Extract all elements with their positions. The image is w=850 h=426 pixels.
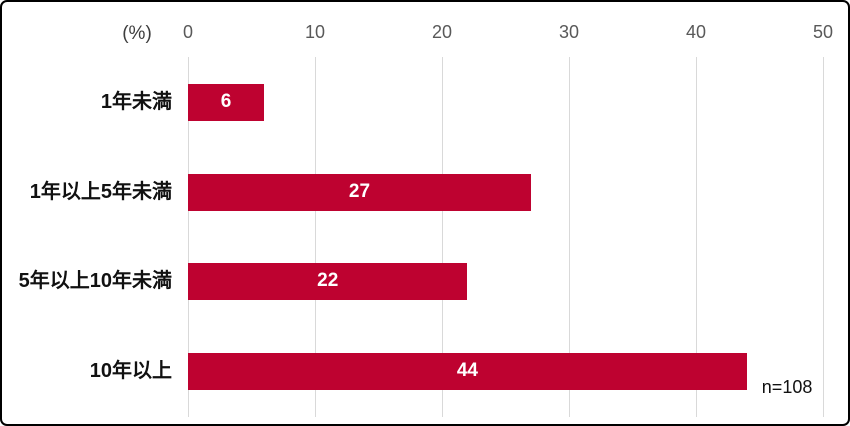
bar-value-label: 44 bbox=[456, 360, 478, 381]
bar: 27 bbox=[188, 173, 531, 211]
bar: 6 bbox=[188, 83, 265, 121]
gridline bbox=[441, 57, 443, 417]
category-label: 5年以上10年未満 bbox=[18, 270, 172, 292]
sample-size-annotation: n=108 bbox=[761, 377, 813, 397]
gridline bbox=[187, 57, 189, 417]
gridline bbox=[695, 57, 697, 417]
bar-value-label: 6 bbox=[220, 91, 232, 112]
x-tick-label: 50 bbox=[812, 22, 834, 42]
bar-value-label: 27 bbox=[348, 181, 371, 202]
gridline bbox=[314, 57, 316, 417]
gridline bbox=[568, 57, 570, 417]
bar: 22 bbox=[188, 262, 468, 300]
x-tick-label: 0 bbox=[182, 22, 193, 42]
x-tick-label: 10 bbox=[304, 22, 326, 42]
bar: 44 bbox=[188, 352, 747, 390]
x-tick-label: 40 bbox=[685, 22, 707, 42]
category-label: 1年以上5年未満 bbox=[29, 181, 172, 203]
category-label: 10年以上 bbox=[89, 360, 172, 382]
gridline bbox=[822, 57, 824, 417]
x-tick-label: 20 bbox=[431, 22, 453, 42]
bar-value-label: 22 bbox=[317, 270, 339, 291]
axis-unit-label: (%) bbox=[122, 23, 152, 44]
x-tick-label: 30 bbox=[558, 22, 580, 42]
category-label: 1年未満 bbox=[100, 91, 172, 113]
